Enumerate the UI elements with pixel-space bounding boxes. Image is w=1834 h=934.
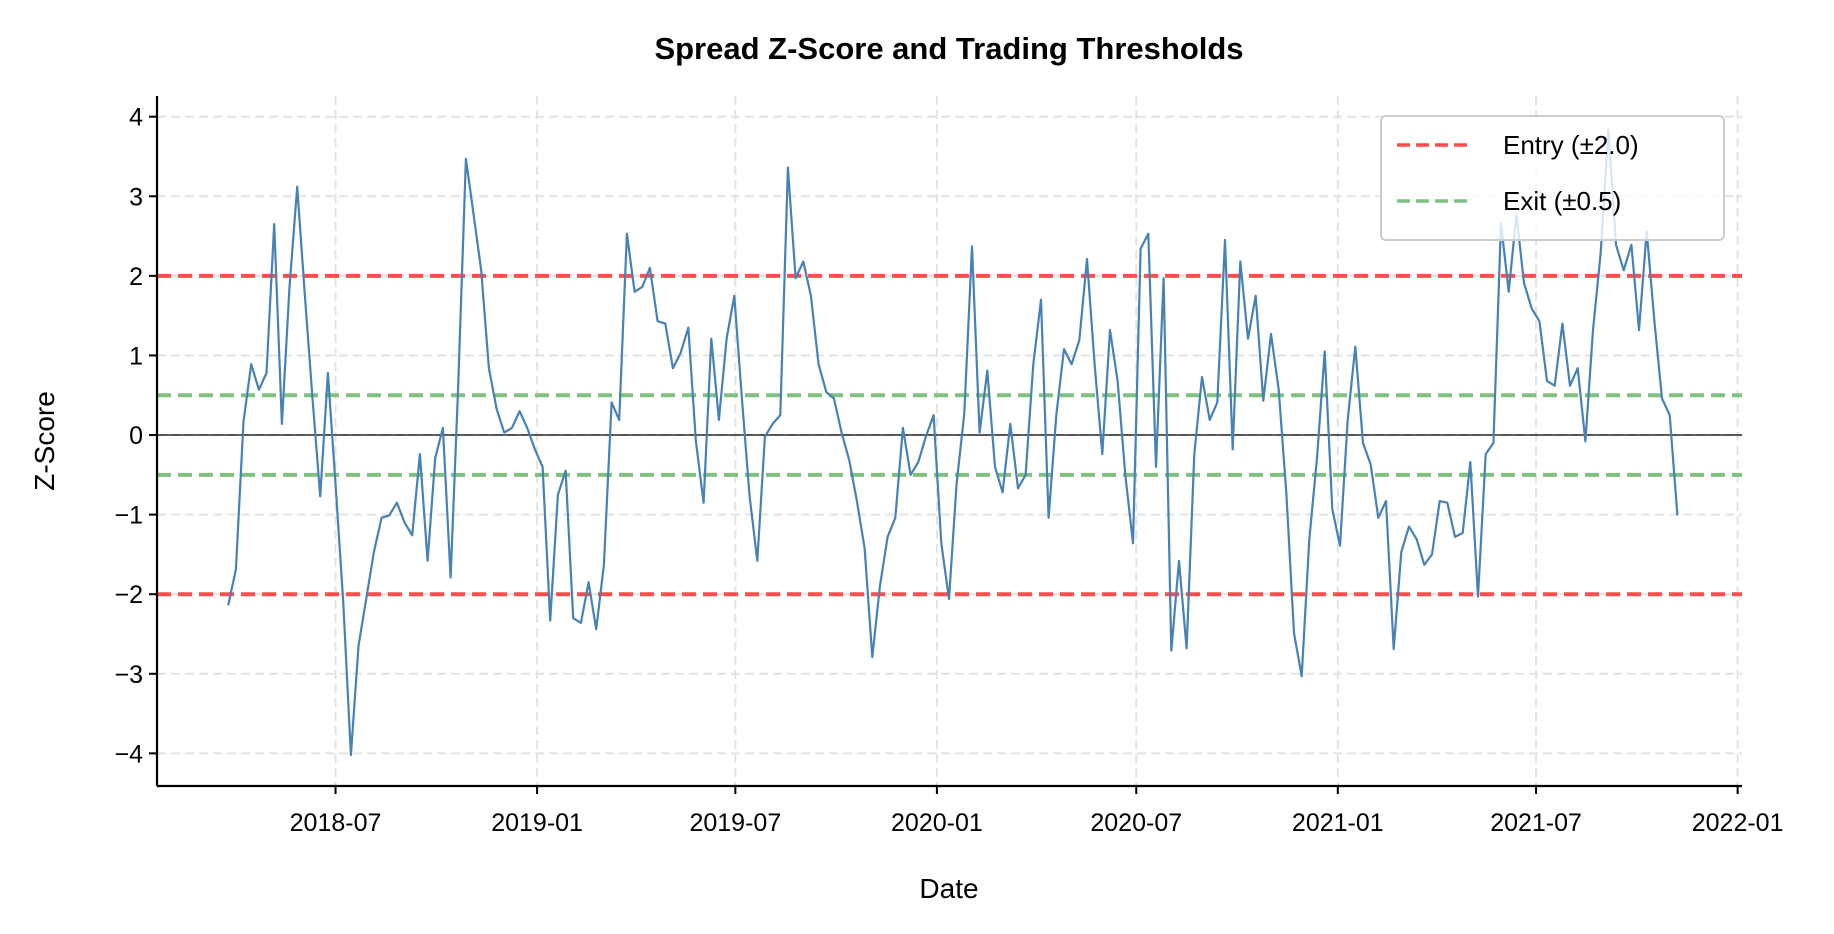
zscore-line xyxy=(227,128,1679,757)
y-axis-label: Z-Score xyxy=(29,391,60,491)
x-tick-label: 2021-07 xyxy=(1490,809,1582,837)
x-tick-label: 2020-07 xyxy=(1090,809,1182,837)
x-tick-label: 2021-01 xyxy=(1292,809,1384,837)
y-tick-label: −2 xyxy=(114,581,143,609)
y-tick-label: 1 xyxy=(129,342,143,370)
y-tick-label: −1 xyxy=(114,502,143,530)
x-tick-label: 2018-07 xyxy=(290,809,382,837)
legend: Entry (±2.0) Exit (±0.5) xyxy=(1380,115,1725,241)
chart-title: Spread Z-Score and Trading Thresholds xyxy=(654,31,1243,66)
y-tick-label: 2 xyxy=(129,263,143,291)
x-tick-label: 2022-01 xyxy=(1692,809,1784,837)
x-tick-label: 2019-01 xyxy=(491,809,583,837)
y-tick-label: 3 xyxy=(129,183,143,211)
y-tick-label: −4 xyxy=(114,740,143,768)
x-axis-label: Date xyxy=(919,873,978,904)
x-tick-label: 2019-07 xyxy=(689,809,781,837)
legend-box xyxy=(1380,115,1725,241)
legend-entry-label: Entry (±2.0) xyxy=(1503,130,1639,160)
threshold-lines xyxy=(157,273,1742,597)
x-tick-label: 2020-01 xyxy=(891,809,983,837)
y-tick-label: 4 xyxy=(129,104,143,132)
y-tick-label: −3 xyxy=(114,661,143,689)
legend-exit-label: Exit (±0.5) xyxy=(1503,186,1621,216)
axes: 4 3 2 1 0 −1 −2 −3 −4 2018-07 2019-01 2019-07 2020-0… xyxy=(114,96,1783,837)
y-tick-label: 0 xyxy=(129,422,143,450)
series-group xyxy=(227,128,1679,757)
